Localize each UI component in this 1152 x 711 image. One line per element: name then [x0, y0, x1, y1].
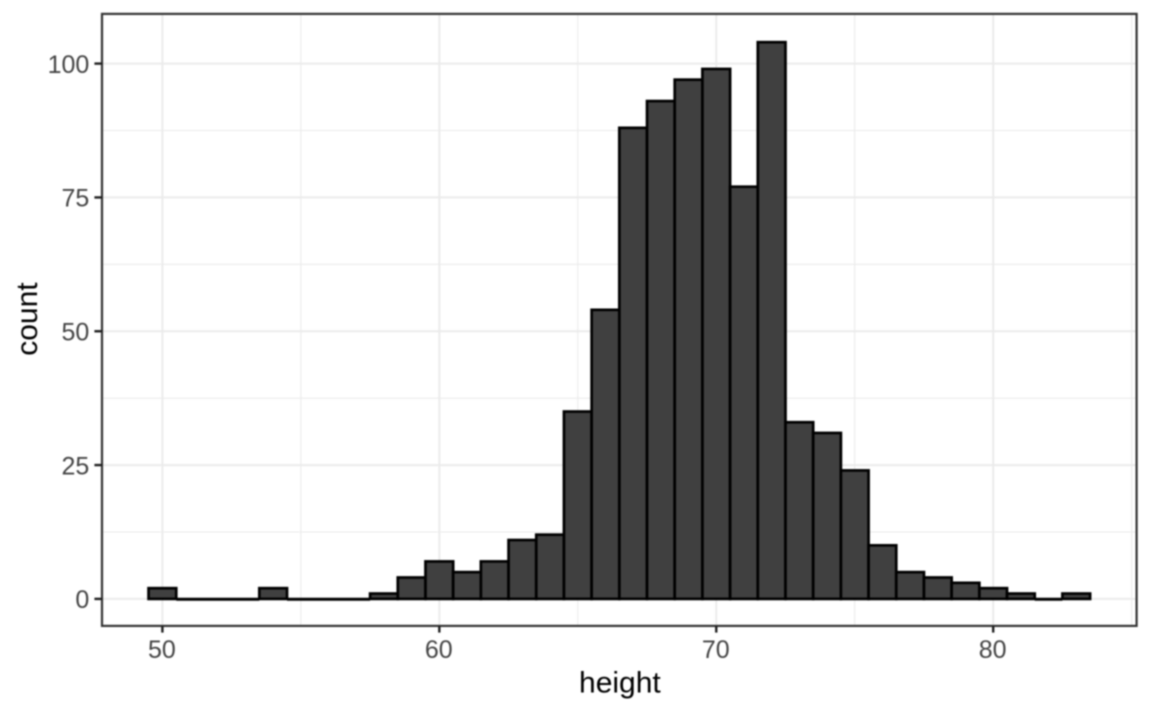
svg-text:25: 25: [61, 452, 89, 480]
svg-text:60: 60: [425, 636, 453, 664]
svg-text:70: 70: [702, 636, 730, 664]
svg-text:50: 50: [148, 636, 176, 664]
svg-text:50: 50: [61, 318, 89, 346]
svg-text:count: count: [11, 282, 44, 356]
svg-text:80: 80: [979, 636, 1007, 664]
svg-text:100: 100: [48, 51, 90, 79]
svg-text:75: 75: [61, 185, 89, 213]
svg-text:height: height: [579, 666, 661, 699]
svg-text:0: 0: [75, 586, 89, 614]
